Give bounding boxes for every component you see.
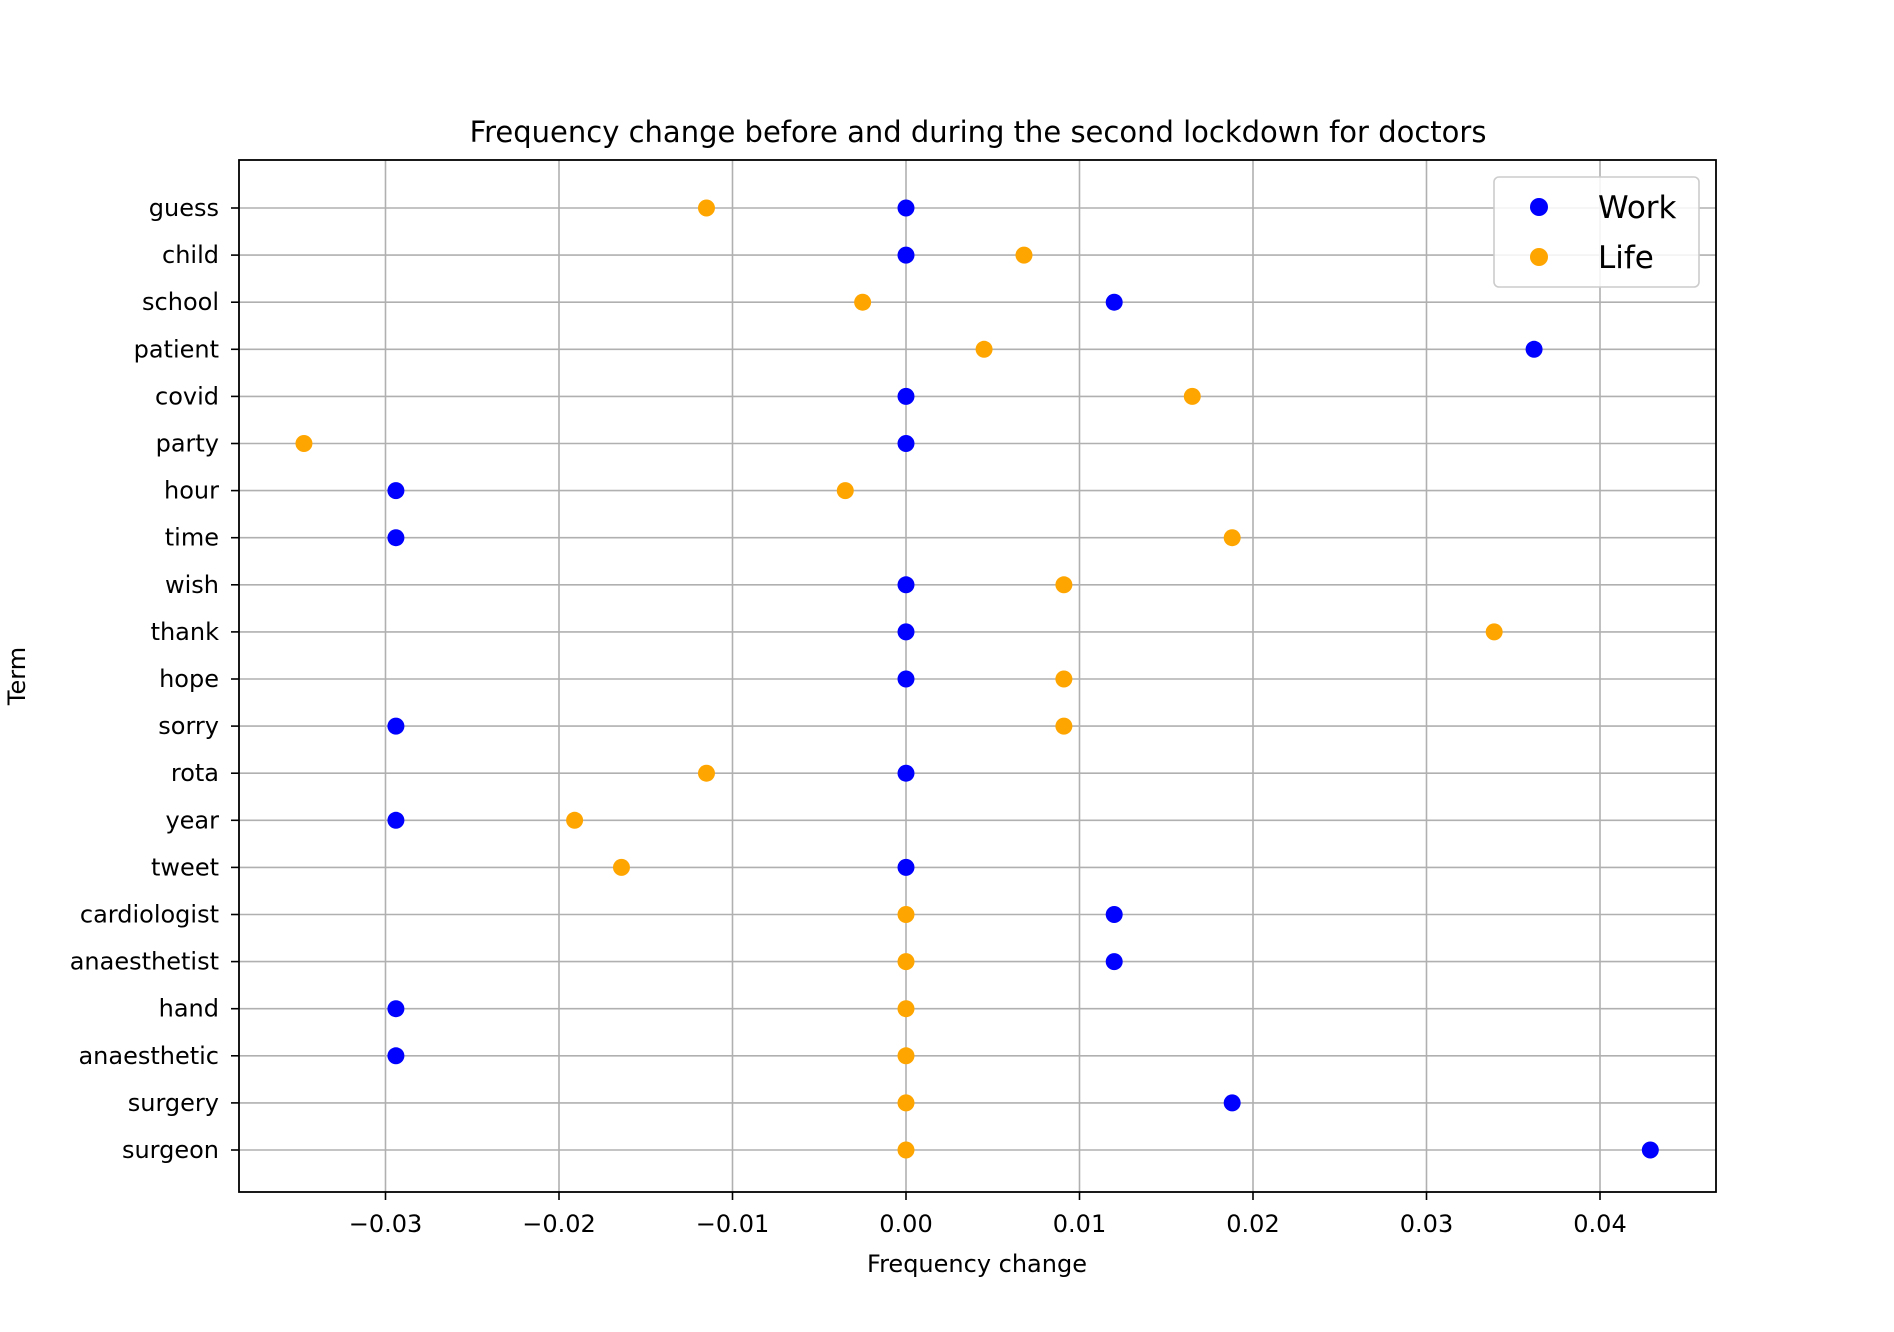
y-axis-ticks: guess child school patient covid party hour tim… bbox=[70, 194, 239, 1164]
x-tick-label: 0.03 bbox=[1400, 1210, 1453, 1238]
work-point-surgery bbox=[1223, 1094, 1241, 1112]
x-tick-label: −0.03 bbox=[349, 1210, 423, 1238]
y-tick-label-hour: hour bbox=[164, 477, 219, 505]
life-point-rota bbox=[697, 764, 715, 782]
life-point-hour bbox=[836, 482, 854, 500]
x-tick-label: −0.02 bbox=[522, 1210, 596, 1238]
x-tick-label: 0.02 bbox=[1226, 1210, 1279, 1238]
work-point-rota bbox=[897, 764, 915, 782]
work-point-hand bbox=[387, 1000, 405, 1018]
life-point-tweet bbox=[612, 858, 630, 876]
work-point-tweet bbox=[897, 858, 915, 876]
life-point-patient bbox=[975, 340, 993, 358]
work-point-anaesthetic bbox=[387, 1047, 405, 1065]
data-points bbox=[295, 199, 1659, 1159]
y-tick-label-cardiologist: cardiologist bbox=[80, 901, 219, 929]
work-point-time bbox=[387, 529, 405, 547]
life-point-anaesthetist bbox=[897, 953, 915, 971]
legend: Work Life bbox=[1493, 176, 1700, 288]
life-point-sorry bbox=[1055, 717, 1073, 735]
life-point-year bbox=[566, 811, 584, 829]
x-tick-label: 0.00 bbox=[879, 1210, 932, 1238]
work-point-child bbox=[897, 246, 915, 264]
y-tick-label-tweet: tweet bbox=[151, 853, 219, 881]
y-tick-label-child: child bbox=[162, 241, 219, 269]
work-point-surgeon bbox=[1641, 1141, 1659, 1159]
work-point-anaesthetist bbox=[1105, 953, 1123, 971]
work-point-patient bbox=[1525, 340, 1543, 358]
x-axis-ticks: −0.03 −0.02 −0.01 0.00 0.01 0.02 0.03 0.04 bbox=[349, 1192, 1627, 1238]
y-tick-label-anaesthetic: anaesthetic bbox=[78, 1042, 219, 1070]
y-tick-label-sorry: sorry bbox=[158, 712, 219, 740]
legend-marker-life bbox=[1530, 248, 1548, 266]
life-point-thank bbox=[1485, 623, 1503, 641]
y-tick-label-party: party bbox=[156, 430, 219, 458]
work-point-hope bbox=[897, 670, 915, 688]
life-point-time bbox=[1223, 529, 1241, 547]
work-point-sorry bbox=[387, 717, 405, 735]
y-tick-label-school: school bbox=[142, 288, 219, 316]
y-tick-label-thank: thank bbox=[151, 618, 220, 646]
y-tick-label-hand: hand bbox=[159, 995, 219, 1023]
y-axis-label: Term bbox=[3, 647, 31, 706]
x-axis-label: Frequency change bbox=[867, 1250, 1087, 1278]
y-tick-label-patient: patient bbox=[134, 335, 219, 363]
life-point-surgery bbox=[897, 1094, 915, 1112]
legend-label-work: Work bbox=[1598, 190, 1677, 226]
y-tick-label-anaesthetist: anaesthetist bbox=[70, 948, 219, 976]
life-point-cardiologist bbox=[897, 906, 915, 923]
y-tick-label-covid: covid bbox=[155, 382, 219, 410]
x-tick-label: 0.01 bbox=[1053, 1210, 1106, 1238]
y-tick-label-surgeon: surgeon bbox=[122, 1136, 219, 1164]
life-point-child bbox=[1015, 246, 1033, 264]
life-point-covid bbox=[1183, 387, 1201, 405]
x-tick-label: 0.04 bbox=[1573, 1210, 1626, 1238]
life-point-wish bbox=[1055, 576, 1073, 594]
life-point-school bbox=[854, 293, 872, 311]
life-point-anaesthetic bbox=[897, 1047, 915, 1065]
work-point-year bbox=[387, 811, 405, 829]
y-tick-label-year: year bbox=[165, 806, 219, 834]
work-point-wish bbox=[897, 576, 915, 594]
legend-label-life: Life bbox=[1598, 240, 1654, 276]
life-point-guess bbox=[697, 199, 715, 217]
work-point-thank bbox=[897, 623, 915, 641]
grid-lines bbox=[239, 160, 1716, 1192]
y-tick-label-guess: guess bbox=[149, 194, 219, 222]
y-tick-label-surgery: surgery bbox=[128, 1089, 219, 1117]
y-tick-label-time: time bbox=[165, 524, 219, 552]
life-point-party bbox=[295, 435, 313, 452]
life-point-hope bbox=[1055, 670, 1073, 688]
y-tick-label-hope: hope bbox=[159, 665, 219, 693]
y-tick-label-rota: rota bbox=[171, 759, 219, 787]
y-tick-label-wish: wish bbox=[165, 571, 219, 599]
chart-title: Frequency change before and during the s… bbox=[470, 115, 1487, 149]
work-point-party bbox=[897, 435, 915, 452]
work-point-covid bbox=[897, 387, 915, 405]
life-point-surgeon bbox=[897, 1141, 915, 1159]
life-point-hand bbox=[897, 1000, 915, 1018]
plot-area-frame bbox=[238, 159, 1717, 1193]
work-point-hour bbox=[387, 482, 405, 500]
work-point-cardiologist bbox=[1105, 906, 1123, 923]
work-point-guess bbox=[897, 199, 915, 217]
x-tick-label: −0.01 bbox=[696, 1210, 770, 1238]
legend-marker-work bbox=[1530, 198, 1548, 216]
work-point-school bbox=[1105, 293, 1123, 311]
